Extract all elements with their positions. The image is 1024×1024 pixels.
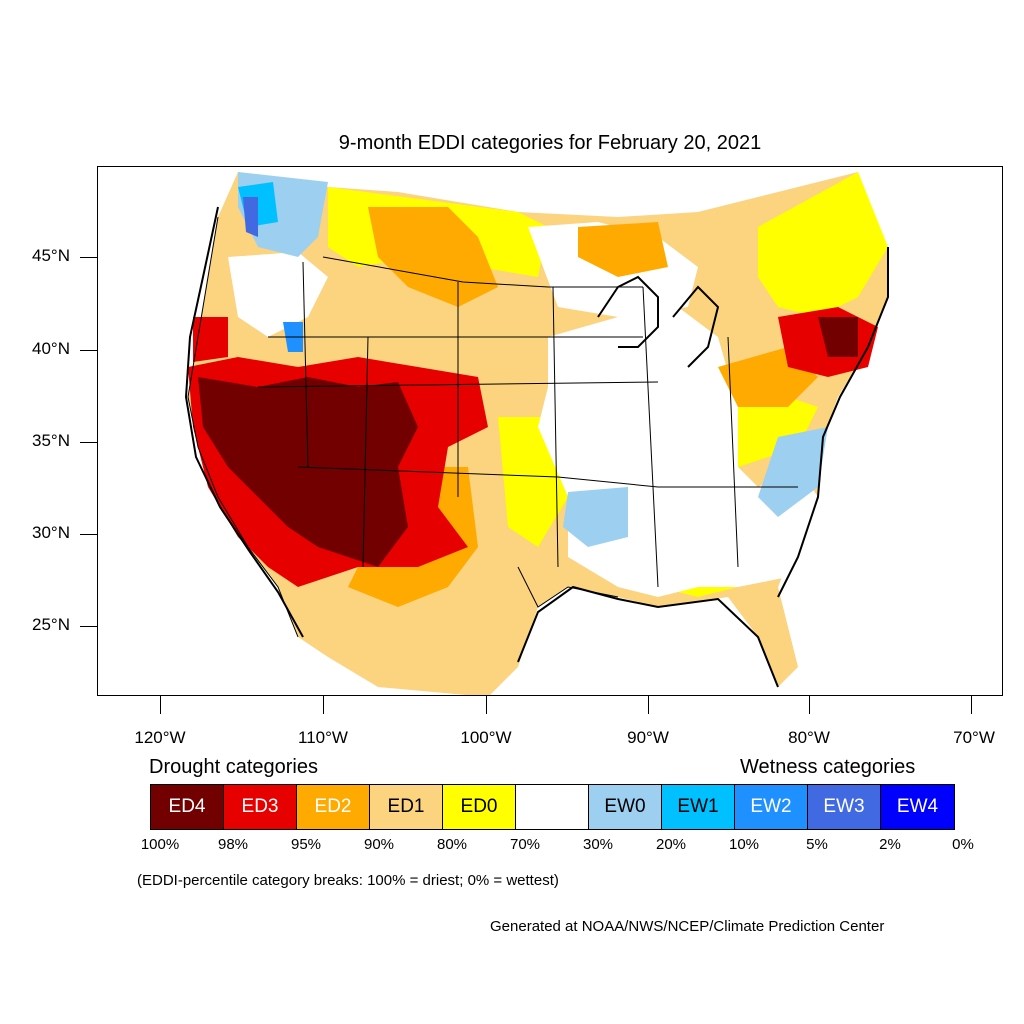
legend-box-ed0: ED0 — [443, 785, 516, 829]
map-canvas — [184, 172, 889, 695]
legend-box-ew4: EW4 — [881, 785, 954, 829]
eddi-map — [97, 166, 1003, 696]
credit-line: Generated at NOAA/NWS/NCEP/Climate Predi… — [490, 918, 885, 935]
lon-label-100: 100°W — [460, 728, 512, 747]
percentile-label: 100% — [140, 836, 180, 853]
ed2-region-canada — [578, 222, 668, 277]
legend-box-ed4: ED4 — [151, 785, 224, 829]
ed4-region-southwest — [198, 377, 418, 567]
lon-label-120: 120°W — [134, 728, 186, 747]
legend-box-ed1: ED1 — [370, 785, 443, 829]
lat-tick-25 — [80, 626, 97, 627]
wetness-categories-heading: Wetness categories — [740, 756, 916, 778]
legend-box-ed2: ED2 — [297, 785, 370, 829]
percentile-label: 2% — [879, 836, 901, 853]
ed3-region-oregon — [193, 317, 228, 362]
percentile-label: 98% — [217, 836, 249, 853]
lat-label-35: 35°N — [32, 431, 70, 450]
percentile-label: 70% — [509, 836, 541, 853]
ed0-region-northeast — [758, 172, 888, 317]
legend-box-ew3: EW3 — [808, 785, 881, 829]
lat-label-30: 30°N — [32, 523, 70, 542]
coastline — [184, 206, 889, 688]
lon-tick-70 — [971, 696, 972, 714]
drought-categories-heading: Drought categories — [149, 756, 318, 778]
lon-label-80: 80°W — [788, 728, 830, 747]
percentile-label: 30% — [582, 836, 614, 853]
lat-tick-35 — [80, 442, 97, 443]
lon-label-110: 110°W — [298, 728, 348, 747]
lat-tick-30 — [80, 534, 97, 535]
legend-box-ed3: ED3 — [224, 785, 297, 829]
legend-box-ew2: EW2 — [735, 785, 808, 829]
map-title: 9-month EDDI categories for February 20,… — [338, 132, 762, 154]
legend-box-ew0: EW0 — [589, 785, 662, 829]
ew3-region-washington — [243, 197, 258, 237]
ed4-region-new-york — [818, 317, 858, 357]
ew0-region-arkansas — [563, 487, 628, 547]
lat-label-40: 40°N — [32, 339, 70, 358]
percentile-label: 10% — [728, 836, 760, 853]
percentile-label: 95% — [290, 836, 322, 853]
state-boundaries — [187, 216, 798, 638]
lon-tick-100 — [486, 696, 487, 714]
lat-tick-40 — [80, 350, 97, 351]
lon-tick-120 — [160, 696, 161, 714]
lat-tick-45 — [80, 257, 97, 258]
lon-label-90: 90°W — [627, 728, 669, 747]
lon-tick-80 — [809, 696, 810, 714]
category-legend: ED4 ED3 ED2 ED1 ED0 EW0 EW1 EW2 EW3 EW4 — [150, 784, 955, 830]
percentile-label: 80% — [436, 836, 468, 853]
percentile-label: 5% — [806, 836, 828, 853]
percentile-label: 90% — [363, 836, 395, 853]
percentile-label: 0% — [952, 836, 974, 853]
lat-label-25: 25°N — [32, 615, 70, 634]
lon-tick-90 — [648, 696, 649, 714]
lon-label-70: 70°W — [953, 728, 995, 747]
ew0-region-carolinas — [758, 427, 828, 517]
legend-box-normal — [516, 785, 589, 829]
lon-tick-110 — [323, 696, 324, 714]
lat-label-45: 45°N — [32, 246, 70, 265]
percentile-label: 20% — [655, 836, 687, 853]
category-breaks-note: (EDDI-percentile category breaks: 100% =… — [137, 872, 559, 889]
legend-box-ew1: EW1 — [662, 785, 735, 829]
